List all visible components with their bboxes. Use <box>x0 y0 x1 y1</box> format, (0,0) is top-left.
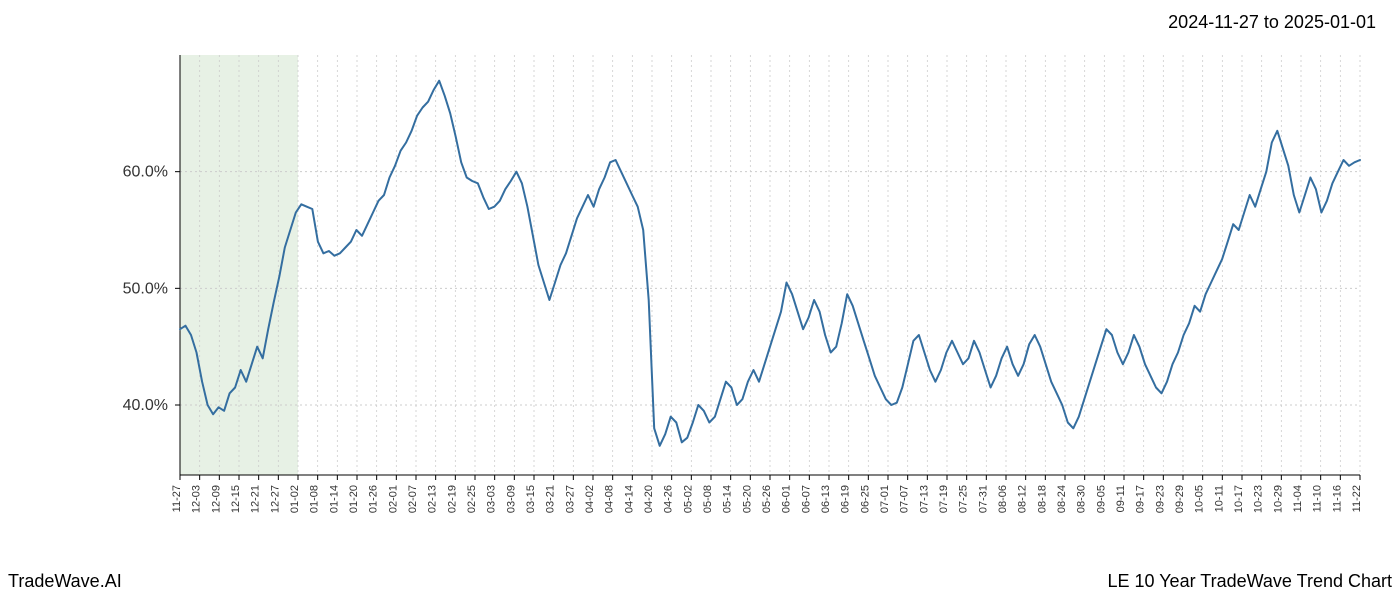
svg-text:01-14: 01-14 <box>328 485 340 513</box>
svg-text:04-02: 04-02 <box>584 485 596 513</box>
svg-text:07-19: 07-19 <box>938 485 950 513</box>
svg-text:03-27: 03-27 <box>564 485 576 513</box>
trend-chart: 40.0% 50.0% 60.0% 11-27 12-03 12-09 12-15 12-21… <box>0 0 1400 600</box>
svg-text:02-13: 02-13 <box>427 485 439 513</box>
svg-text:06-19: 06-19 <box>840 485 852 513</box>
svg-text:09-23: 09-23 <box>1154 485 1166 513</box>
svg-text:10-05: 10-05 <box>1194 485 1206 513</box>
svg-text:03-09: 03-09 <box>505 485 517 513</box>
svg-text:11-22: 11-22 <box>1351 485 1363 512</box>
svg-text:11-16: 11-16 <box>1331 485 1343 512</box>
svg-text:09-11: 09-11 <box>1115 485 1127 512</box>
brand-label: TradeWave.AI <box>8 571 122 592</box>
svg-text:01-20: 01-20 <box>348 485 360 513</box>
svg-text:06-01: 06-01 <box>781 485 793 513</box>
svg-text:05-20: 05-20 <box>741 485 753 513</box>
chart-title: LE 10 Year TradeWave Trend Chart <box>1107 571 1392 592</box>
trend-chart-container: 2024-11-27 to 2025-01-01 40.0% 50.0% 60.0%… <box>0 0 1400 600</box>
svg-text:10-17: 10-17 <box>1233 485 1245 513</box>
svg-text:08-06: 08-06 <box>997 485 1009 513</box>
svg-text:04-14: 04-14 <box>623 485 635 513</box>
svg-text:04-08: 04-08 <box>604 485 616 513</box>
svg-text:09-29: 09-29 <box>1174 485 1186 513</box>
svg-text:02-07: 02-07 <box>407 485 419 513</box>
svg-text:05-02: 05-02 <box>682 485 694 513</box>
svg-text:12-27: 12-27 <box>269 485 281 513</box>
svg-text:09-17: 09-17 <box>1135 485 1147 513</box>
svg-text:10-11: 10-11 <box>1213 485 1225 512</box>
svg-text:04-26: 04-26 <box>663 485 675 513</box>
svg-text:05-14: 05-14 <box>722 485 734 513</box>
svg-text:08-12: 08-12 <box>1017 485 1029 513</box>
svg-text:10-29: 10-29 <box>1272 485 1284 513</box>
svg-text:06-07: 06-07 <box>800 485 812 513</box>
svg-text:12-15: 12-15 <box>230 485 242 513</box>
svg-text:12-03: 12-03 <box>191 485 203 513</box>
svg-text:02-19: 02-19 <box>446 485 458 513</box>
svg-text:07-01: 07-01 <box>879 485 891 513</box>
svg-text:50.0%: 50.0% <box>123 280 168 297</box>
svg-text:08-24: 08-24 <box>1056 485 1068 513</box>
svg-text:05-08: 05-08 <box>702 485 714 513</box>
svg-text:02-25: 02-25 <box>466 485 478 513</box>
svg-text:60.0%: 60.0% <box>123 164 168 181</box>
svg-text:12-09: 12-09 <box>210 485 222 513</box>
svg-text:09-05: 09-05 <box>1095 485 1107 513</box>
svg-text:04-20: 04-20 <box>643 485 655 513</box>
svg-text:07-07: 07-07 <box>899 485 911 513</box>
svg-text:11-04: 11-04 <box>1292 485 1304 512</box>
svg-text:08-18: 08-18 <box>1036 485 1048 513</box>
svg-text:07-13: 07-13 <box>918 485 930 513</box>
svg-text:08-30: 08-30 <box>1076 485 1088 513</box>
svg-text:03-15: 03-15 <box>525 485 537 513</box>
svg-text:06-25: 06-25 <box>859 485 871 513</box>
svg-text:02-01: 02-01 <box>387 485 399 513</box>
svg-text:07-25: 07-25 <box>958 485 970 513</box>
svg-text:03-03: 03-03 <box>486 485 498 513</box>
svg-text:05-26: 05-26 <box>761 485 773 513</box>
svg-text:10-23: 10-23 <box>1253 485 1265 513</box>
date-range-label: 2024-11-27 to 2025-01-01 <box>1168 12 1376 33</box>
svg-text:01-02: 01-02 <box>289 485 301 513</box>
svg-text:01-08: 01-08 <box>309 485 321 513</box>
svg-text:40.0%: 40.0% <box>123 397 168 414</box>
svg-text:11-10: 11-10 <box>1312 485 1324 512</box>
svg-text:12-21: 12-21 <box>250 485 262 513</box>
svg-text:11-27: 11-27 <box>171 485 183 512</box>
svg-text:07-31: 07-31 <box>977 485 989 513</box>
svg-text:01-26: 01-26 <box>368 485 380 513</box>
svg-text:03-21: 03-21 <box>545 485 557 513</box>
svg-text:06-13: 06-13 <box>820 485 832 513</box>
